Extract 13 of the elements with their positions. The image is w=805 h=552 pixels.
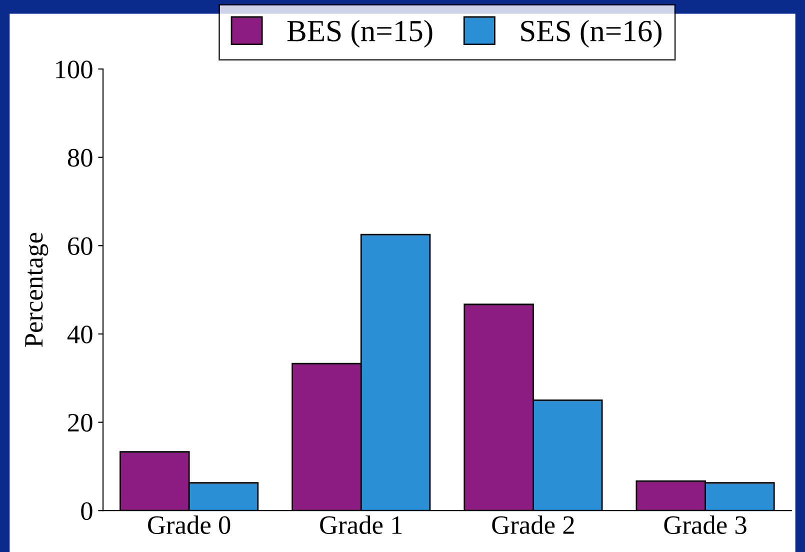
y-tick-label: 20: [68, 414, 92, 432]
legend-label: BES (n=15): [287, 20, 432, 48]
y-tick-label: 80: [68, 148, 92, 167]
legend-label: SES (n=16): [521, 20, 662, 48]
y-tick-label: 0: [81, 502, 92, 520]
x-tick-label: Grade 0: [148, 515, 230, 534]
y-tick-label: 100: [56, 60, 92, 78]
y-tick-label: 40: [67, 326, 92, 344]
y-axis-title: Percentage: [25, 232, 48, 347]
y-tick-label: 60: [68, 237, 92, 256]
x-tick-label: Grade 1: [320, 515, 402, 534]
x-tick-label: Grade 3: [664, 515, 746, 534]
x-tick-label: Grade 2: [492, 515, 574, 534]
